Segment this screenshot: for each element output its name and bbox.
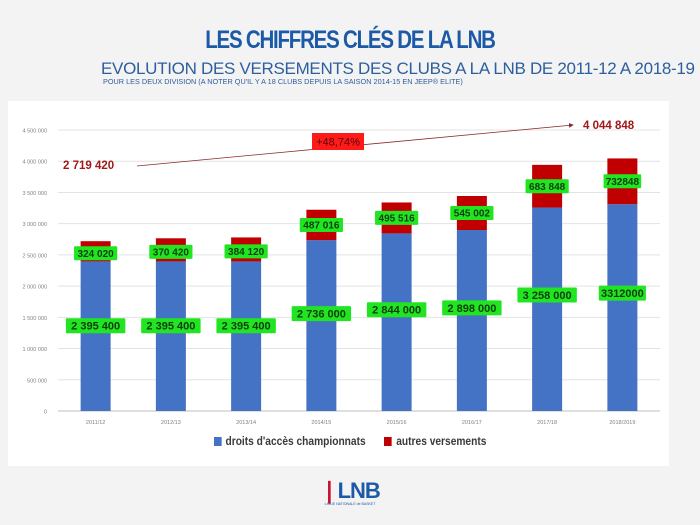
label-droits-bg [65,318,126,334]
label-droits: 2 844 000 [372,305,421,317]
label-droits-bg [442,300,502,316]
y-tick-label: 3 000 000 [23,222,47,228]
start-total-label: 2 719 420 [63,160,114,172]
legend-item-autres: autres versements [384,434,486,448]
gridlines [58,129,660,412]
label-droits-bg [517,287,577,303]
label-droits: 2 395 400 [146,321,195,333]
x-tick-label: 2013/14 [236,420,256,426]
x-tick-label: 2017/18 [537,420,557,426]
growth-pct-bg [312,133,364,150]
growth-pct-label: +48,74% [316,137,360,149]
x-tick-label: 2018/2019 [609,420,635,426]
chart-subtitle: EVOLUTION DES VERSEMENTS DES CLUBS A LA … [101,59,695,78]
x-tick-label: 2014/15 [311,420,331,426]
label-autres: 384 120 [228,247,265,258]
y-tick-label: 1 000 000 [23,347,47,353]
x-tick-label: 2012/13 [161,420,181,426]
y-tick-label: 3 500 000 [23,191,47,197]
bar-droits [456,230,487,411]
label-autres-bg [375,210,419,225]
bar-droits [532,207,563,411]
bar-droits [381,233,412,411]
x-axis-ticks: 2011/12 2012/13 2013/14 2014/15 2015/16 2016/… [86,420,635,426]
y-tick-label: 4 500 000 [23,129,47,135]
legend-item-droits: droits d'accès championnats [213,434,366,448]
legend-swatch-autres [384,436,393,446]
logo-subtext: LIGUE NATIONALE de BASKET [324,502,376,506]
label-autres-bg [224,244,268,259]
page-title: LES CHIFFRES CLÉS DE LA LNB [205,26,496,54]
y-tick-label: 0 [44,410,47,416]
chart-note: POUR LES DEUX DIVISION (A NOTER QU'IL Y … [103,77,463,86]
y-tick-label: 1 500 000 [23,316,47,322]
label-droits: 2 736 000 [297,309,346,321]
legend-label-autres: autres versements [396,434,487,448]
label-autres-bg [525,179,569,194]
y-tick-label: 4 000 000 [23,160,47,166]
x-tick-label: 2016/17 [462,420,482,426]
label-droits: 2 395 400 [222,321,271,333]
bar-droits [231,261,262,411]
label-droits: 2 395 400 [71,321,120,333]
data-labels: 2 395 400 324 020 2 395 400 370 420 2 395 40… [65,174,646,334]
label-autres-bg [299,217,343,232]
legend-label-droits: droits d'accès championnats [225,434,366,448]
legend-swatch-droits [213,436,222,446]
label-autres: 324 020 [78,249,115,260]
x-tick-label: 2011/12 [86,420,105,426]
end-total-label: 4 044 848 [583,120,635,132]
growth-annotation: 2 719 420 4 044 848 +48,74% [63,120,635,172]
bars [80,158,638,411]
bar-droits [306,240,337,411]
label-autres: 495 516 [379,214,416,225]
label-autres: 732848 [606,177,640,188]
label-droits-bg [141,318,201,334]
bar-droits [155,261,186,411]
chart-legend: droits d'accès championnats autres verse… [53,434,648,448]
y-tick-label: 500 000 [27,378,47,384]
label-autres-bg [450,206,494,221]
bar-droits [80,261,111,411]
label-autres-bg [603,174,642,189]
label-autres: 683 848 [529,182,566,193]
label-droits-bg [598,285,646,301]
label-droits: 2 898 000 [447,303,496,315]
label-autres: 487 016 [303,221,340,232]
lnb-logo: ❘LNB LIGUE NATIONALE de BASKET [318,478,382,518]
y-tick-label: 2 000 000 [23,285,47,291]
logo-text: ❘LNB [320,478,381,503]
label-autres: 370 420 [153,247,190,258]
bar-droits [607,204,638,411]
y-tick-label: 2 500 000 [23,253,47,259]
basketball-player-icon: ❘ [320,478,338,503]
label-droits: 3 258 000 [523,290,572,302]
label-autres: 545 002 [454,209,491,220]
label-droits-bg [216,318,276,334]
label-autres-bg [74,246,118,261]
label-droits-bg [366,302,427,318]
x-tick-label: 2015/16 [387,420,407,426]
label-droits: 3312000 [601,288,644,300]
y-axis-ticks: 0 500 000 1 000 000 1 500 000 2 000 000 2 500… [23,129,47,416]
label-droits-bg [291,306,352,322]
label-autres-bg [149,244,193,259]
